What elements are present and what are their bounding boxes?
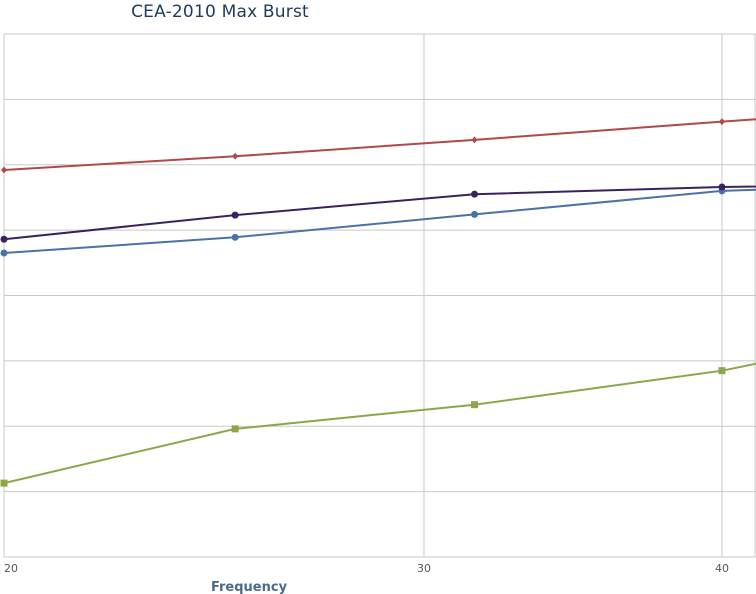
data-point <box>231 233 239 241</box>
series-1 <box>1 118 756 174</box>
x-tick-label: 40 <box>715 562 729 575</box>
data-point <box>0 235 8 243</box>
series-3 <box>0 183 756 243</box>
grid-lines <box>3 33 756 558</box>
x-axis-title: Frequency <box>211 580 288 594</box>
x-tick-label: 30 <box>417 562 431 575</box>
series-2 <box>0 187 756 257</box>
data-point <box>471 210 479 218</box>
data-point <box>471 401 479 409</box>
series-lines <box>0 118 756 487</box>
data-point <box>718 183 726 191</box>
data-point <box>471 190 479 198</box>
data-point <box>231 211 239 219</box>
chart-title: CEA-2010 Max Burst <box>131 2 309 22</box>
series-line <box>3 188 756 254</box>
data-point <box>232 152 239 160</box>
data-point <box>1 166 7 174</box>
x-tick-labels: 2030405060708090100 <box>4 562 729 575</box>
data-point <box>0 249 8 257</box>
series-line <box>3 118 756 171</box>
data-point <box>471 136 478 144</box>
data-point <box>231 425 239 433</box>
series-4 <box>0 362 756 487</box>
series-line <box>3 185 756 241</box>
series-line <box>3 362 756 485</box>
x-tick-label: 20 <box>4 562 18 575</box>
data-point <box>718 118 725 126</box>
data-point <box>718 367 726 375</box>
data-point <box>0 479 8 487</box>
